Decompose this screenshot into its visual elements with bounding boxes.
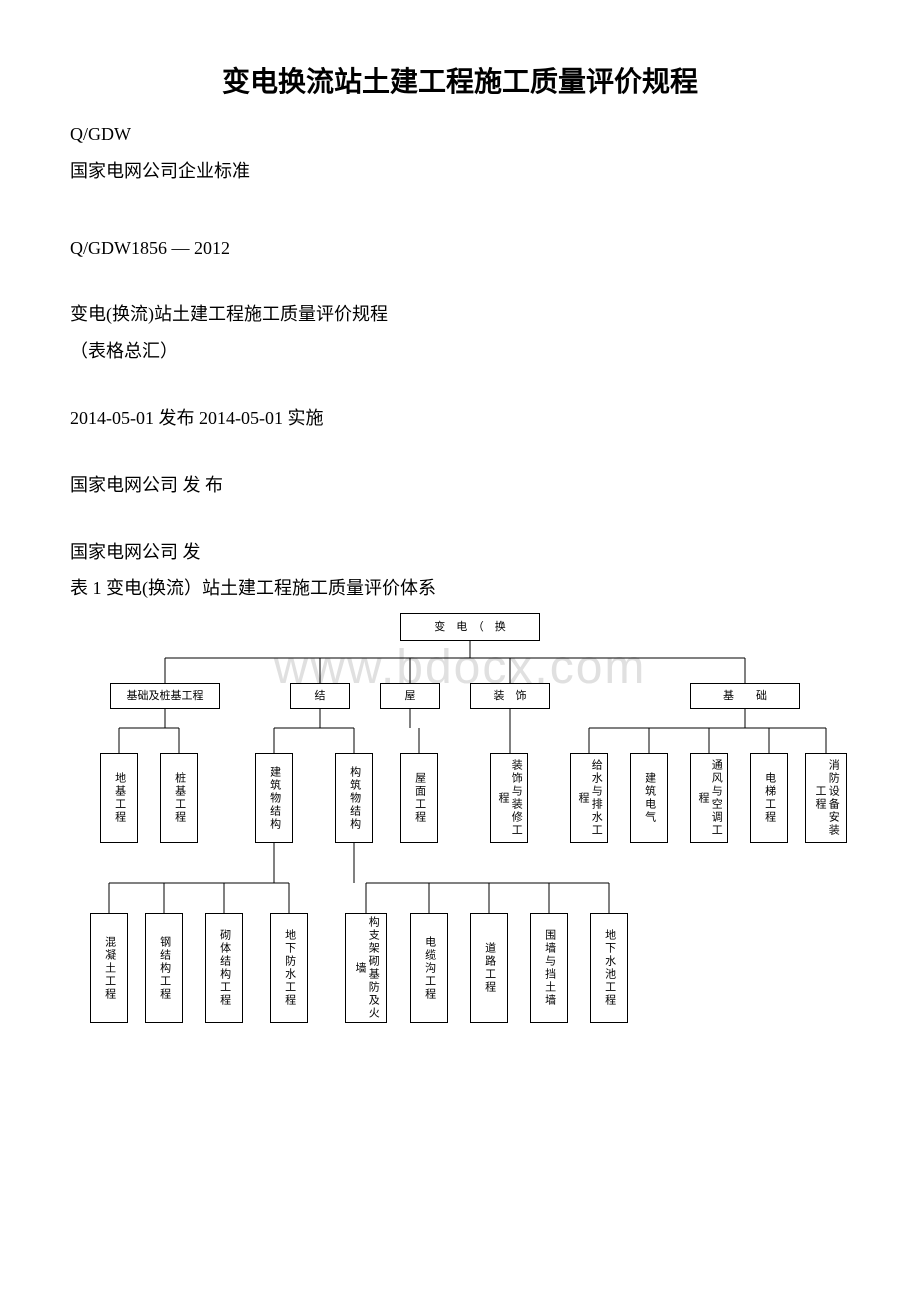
diagram-node-l2-8: 通风与空调工程 (690, 753, 728, 843)
diagram-node-l1-2: 屋 (380, 683, 440, 709)
diagram-node-l3-5: 电缆沟工程 (410, 913, 448, 1023)
diagram-node-l2-2: 建筑物结构 (255, 753, 293, 843)
diagram-node-l2-6: 给水与排水工程 (570, 753, 608, 843)
diagram-node-l3-7: 围墙与挡土墙 (530, 913, 568, 1023)
diagram-node-l2-9: 电梯工程 (750, 753, 788, 843)
diagram-node-l3-8: 地下水池工程 (590, 913, 628, 1023)
org-chart-diagram: 变 电 （ 换基础及桩基工程 结 屋 装 饰 基 础地基工程桩基工程 建筑物结构 构筑物结构… (70, 613, 850, 1063)
diagram-node-l2-4: 屋面工程 (400, 753, 438, 843)
diagram-node-l3-2: 砌体结构工程 (205, 913, 243, 1023)
diagram-node-l2-1: 桩基工程 (160, 753, 198, 843)
diagram-node-l2-0: 地基工程 (100, 753, 138, 843)
main-title: 变电换流站土建工程施工质量评价规程 (70, 60, 850, 100)
code-prefix: Q/GDW (70, 120, 850, 149)
diagram-node-l2-3: 构筑物结构 (335, 753, 373, 843)
dates-line: 2014-05-01 发布 2014-05-01 实施 (70, 404, 850, 433)
diagram-node-l3-1: 钢结构工程 (145, 913, 183, 1023)
diagram-node-l3-0: 混凝土工程 (90, 913, 128, 1023)
diagram-node-l2-10: 消防设备安装工程 (805, 753, 847, 843)
standard-code: Q/GDW1856 — 2012 (70, 234, 850, 263)
diagram-node-l1-0: 基础及桩基工程 (110, 683, 220, 709)
diagram-node-l3-6: 道路工程 (470, 913, 508, 1023)
subtitle: （表格总汇） (70, 337, 850, 366)
doc-title: 变电(换流)站土建工程施工质量评价规程 (70, 300, 850, 329)
diagram-node-l2-5: 装饰与装修工程 (490, 753, 528, 843)
diagram-node-l2-7: 建筑电气 (630, 753, 668, 843)
diagram-node-l1-4: 基 础 (690, 683, 800, 709)
document-content: 变电换流站土建工程施工质量评价规程 Q/GDW 国家电网公司企业标准 Q/GDW… (70, 60, 850, 1063)
issuer-2: 国家电网公司 发 (70, 538, 850, 567)
issuer-1: 国家电网公司 发 布 (70, 471, 850, 500)
diagram-node-l3-4: 构支架砌基防及火墙 (345, 913, 387, 1023)
diagram-node-l1-3: 装 饰 (470, 683, 550, 709)
org-label: 国家电网公司企业标准 (70, 157, 850, 186)
diagram-node-l1-1: 结 (290, 683, 350, 709)
diagram-node-l3-3: 地下防水工程 (270, 913, 308, 1023)
diagram-node-root: 变 电 （ 换 (400, 613, 540, 641)
table-caption: 表 1 变电(换流）站土建工程施工质量评价体系 (70, 574, 850, 603)
